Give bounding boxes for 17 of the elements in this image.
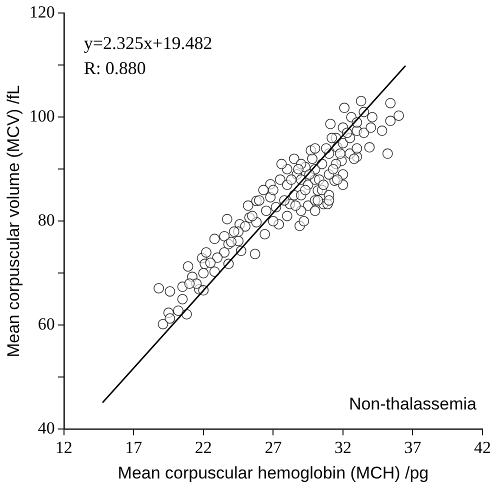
y-tick-label: 60	[38, 314, 55, 334]
x-tick-label: 42	[474, 438, 491, 457]
annotation: y=2.325x+19.482	[84, 32, 212, 53]
y-tick-label: 100	[29, 106, 55, 126]
y-tick-label: 120	[29, 2, 55, 22]
x-tick-label: 27	[264, 438, 282, 457]
annotation: R: 0.880	[84, 58, 146, 78]
x-tick-label: 22	[194, 438, 212, 457]
x-tick-label: 32	[334, 438, 352, 457]
y-tick-label: 80	[38, 210, 55, 230]
x-tick-label: 12	[55, 438, 72, 457]
y-tick-label: 40	[38, 418, 55, 438]
x-tick-label: 17	[125, 438, 143, 457]
y-axis-title: Mean corpuscular volume (MCV) /fL	[4, 85, 23, 358]
x-tick-label: 37	[404, 438, 422, 457]
annotation: Non-thalassemia	[348, 394, 478, 414]
x-axis-title: Mean corpuscular hemoglobin (MCH) /pg	[118, 463, 429, 482]
